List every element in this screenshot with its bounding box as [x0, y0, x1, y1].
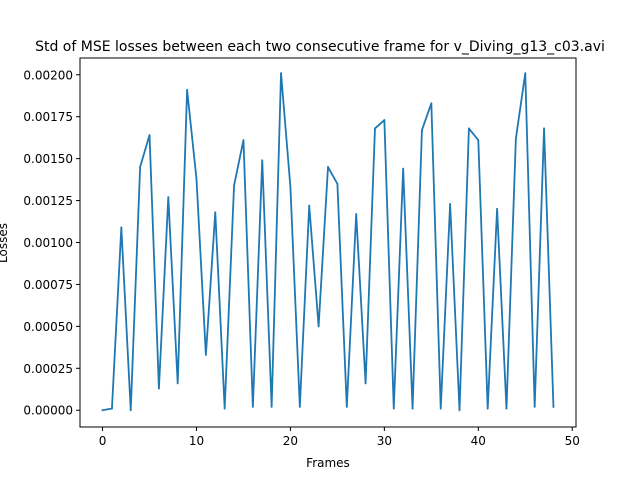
y-tick-label: 0.00100	[23, 236, 73, 250]
y-tick-label: 0.00150	[23, 152, 73, 166]
x-tick-label: 20	[283, 434, 298, 448]
y-tick-label: 0.00125	[23, 194, 73, 208]
plot-frame	[79, 57, 577, 428]
chart-title: Std of MSE losses between each two conse…	[35, 39, 605, 55]
x-tick-label: 0	[99, 434, 107, 448]
y-tick-label: 0.00075	[23, 278, 73, 292]
x-axis-label: Frames	[306, 456, 350, 470]
y-tick-label: 0.00000	[23, 404, 73, 418]
y-axis: 0.00000 0.00025 0.00050 0.00075 0.00100 0.001…	[23, 68, 80, 418]
series-line	[101, 72, 555, 412]
x-axis: 0 10 20 30 40 50	[99, 427, 580, 448]
x-tick-label: 30	[377, 434, 392, 448]
x-tick-label: 40	[471, 434, 486, 448]
x-tick-label: 10	[189, 434, 204, 448]
y-tick-label: 0.00175	[23, 110, 73, 124]
y-tick-label: 0.00200	[23, 68, 73, 82]
x-tick-label: 50	[565, 434, 580, 448]
y-tick-label: 0.00025	[23, 362, 73, 376]
y-tick-label: 0.00050	[23, 320, 73, 334]
y-axis-label: Losses	[0, 223, 10, 263]
